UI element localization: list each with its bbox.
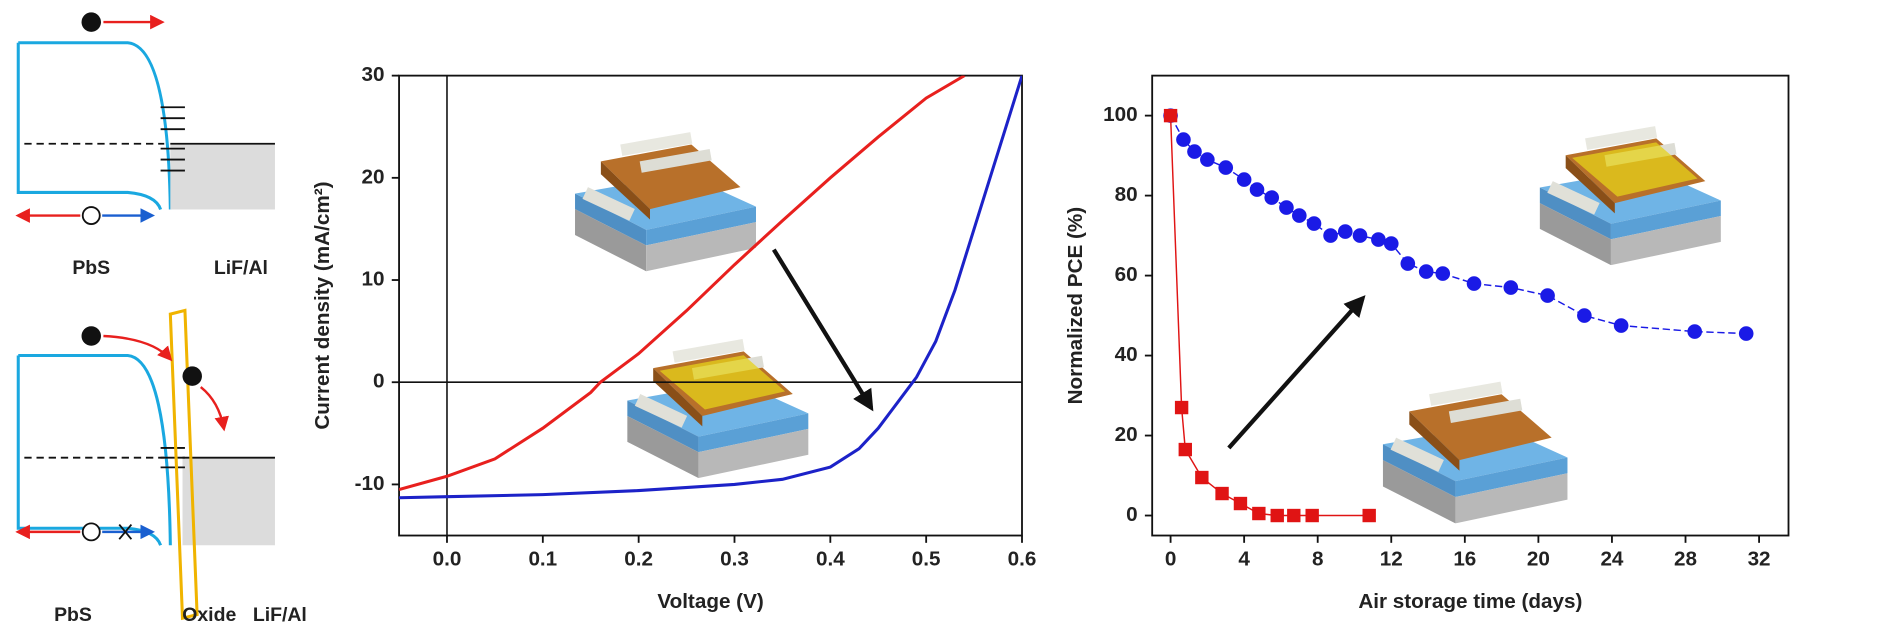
point [1466,276,1482,291]
device-icon [575,132,757,272]
series-line [1169,115,1370,517]
point [1292,208,1307,223]
point [1176,132,1191,147]
point [1687,324,1703,339]
y-tick-label: 30 [361,63,384,86]
x-axis-title: Voltage (V) [657,590,763,613]
point [1503,280,1519,295]
point [1215,486,1229,501]
point [1178,442,1192,457]
point [1264,190,1280,205]
point [1305,508,1319,523]
x-axis-title: Air storage time (days) [1358,590,1582,613]
plot-frame [398,74,1023,537]
point [1738,326,1754,341]
point [1187,144,1202,159]
point [1249,182,1265,197]
point [1218,160,1234,175]
point [1362,508,1376,523]
x-tick-label: 32 [1748,547,1771,570]
x-tick-label: 0.0 [433,547,462,570]
x-tick-label: 0.5 [912,547,941,570]
point [1435,266,1451,281]
point [1371,232,1386,247]
arrow [771,248,874,412]
point [1195,470,1209,485]
x-tick-label: 4 [1238,547,1250,570]
y-axis-title: Normalized PCE (%) [1064,207,1087,405]
label: PbS [72,257,110,279]
x-tick-label: 0.4 [816,547,845,570]
point [1270,508,1284,523]
y-tick-label: 80 [1115,183,1138,206]
x-tick-label: 24 [1600,547,1623,570]
point [1236,172,1252,187]
point [1383,236,1399,251]
x-tick-label: 0.6 [1008,547,1037,570]
x-tick-label: 28 [1674,547,1697,570]
x-tick-label: 0.3 [720,547,749,570]
point [1418,264,1434,279]
point [1613,318,1629,333]
label: PbS [54,604,92,626]
band-diagram-top: PbS LiF/Al [15,12,275,279]
series-line [399,75,966,492]
device-icon [1540,126,1721,265]
point [1252,506,1266,521]
band-diagram-bottom: PbS Oxide LiF/Al [15,308,307,626]
point [1163,108,1178,123]
y-tick-label: 60 [1115,263,1138,286]
label: Oxide [182,604,236,626]
device-icon [627,339,808,478]
y-tick-label: -10 [355,472,385,495]
point [1279,200,1294,215]
y-tick-label: 0 [373,370,385,393]
point [1306,216,1322,231]
y-tick-label: 100 [1103,103,1138,126]
point [1540,288,1555,303]
label: LiF/Al [253,604,307,626]
y-tick-label: 10 [361,267,384,290]
y-tick-label: 0 [1126,503,1138,526]
point [1577,308,1592,323]
y-axis-title: Current density (mA/cm²) [311,182,334,430]
x-tick-label: 0.2 [624,547,653,570]
y-tick-label: 20 [1115,423,1138,446]
point [1400,256,1416,271]
point [1174,400,1189,415]
x-tick-label: 0.1 [528,547,557,570]
point [1233,496,1248,511]
y-tick-label: 20 [361,165,384,188]
point [1352,228,1368,243]
x-tick-label: 0 [1165,547,1176,570]
arrow [1227,295,1366,450]
y-tick-label: 40 [1115,343,1138,366]
x-tick-label: 16 [1453,547,1476,570]
label: LiF/Al [214,257,268,279]
point [1287,508,1301,523]
point [1337,224,1353,239]
point [1200,152,1215,167]
x-tick-label: 20 [1527,547,1550,570]
device-icon [1382,381,1568,524]
x-tick-label: 12 [1380,547,1403,570]
point [1323,228,1338,243]
x-tick-label: 8 [1312,547,1324,570]
series-line [399,75,1022,500]
plot-frame [1151,74,1790,537]
